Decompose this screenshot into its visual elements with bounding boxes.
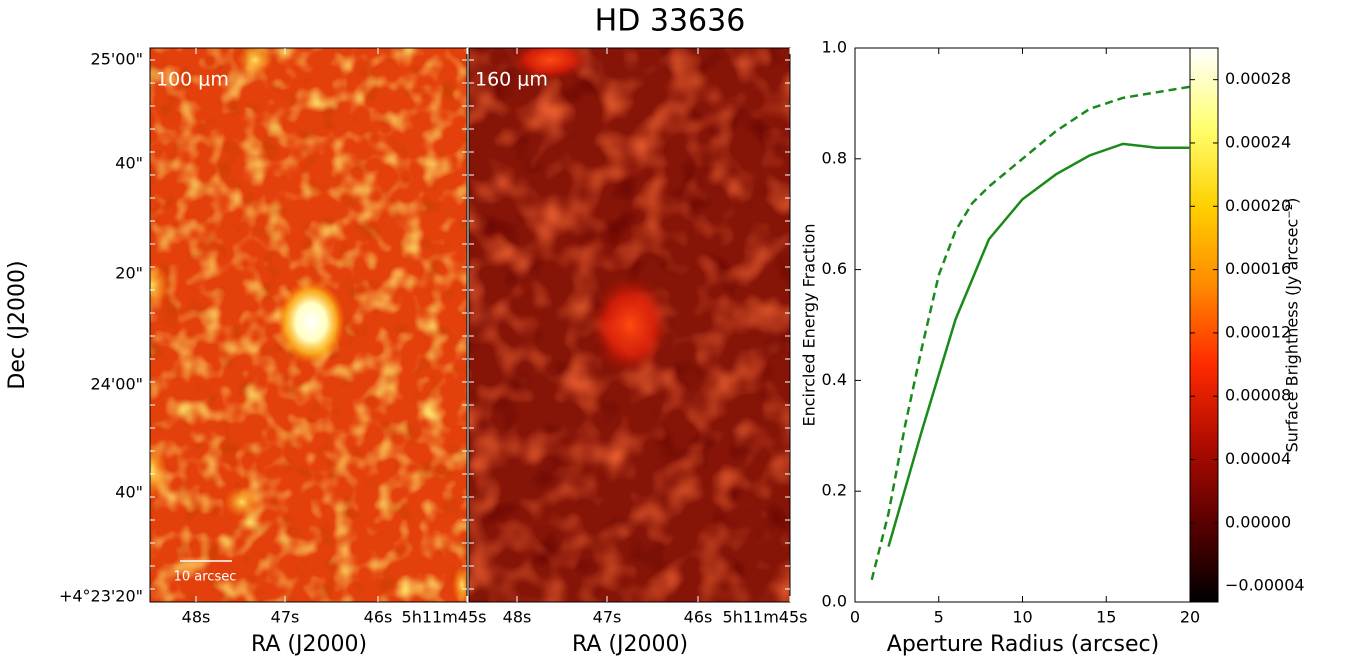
image-100	[150, 48, 467, 602]
x-tick-label: 0	[850, 608, 860, 627]
colorbar-label: Surface Brightness (Jy arcsec⁻²)	[1283, 198, 1302, 453]
colorbar-tick-label: 0.00020	[1225, 196, 1291, 215]
y-tick-label: 40"	[115, 483, 143, 502]
x-tick-label: 46s	[364, 608, 393, 627]
figure-title: HD 33636	[595, 4, 746, 39]
x-tick-label: 48s	[503, 608, 532, 627]
y-tick-label: 25'00"	[91, 50, 143, 69]
plot-frame	[854, 47, 1191, 603]
colorbar-tick-label: 0.00012	[1225, 322, 1291, 341]
x-tick-label: 46s	[684, 608, 713, 627]
colorbar	[1189, 47, 1219, 603]
colorbar-tick-label: 0.00028	[1225, 69, 1291, 88]
x-tick-label: 5	[934, 608, 944, 627]
x-axis-label: RA (J2000)	[251, 632, 367, 657]
x-tick-label: 10	[1012, 608, 1032, 627]
y-tick-label: 0.6	[822, 259, 847, 278]
scale-bar-label: 10 arcsec	[174, 570, 237, 585]
y-tick-label: 0.4	[822, 370, 847, 389]
x-tick-label: 47s	[271, 608, 300, 627]
frame	[149, 47, 468, 603]
x-tick-label: 47s	[593, 608, 622, 627]
image-160	[469, 48, 790, 602]
y-axis-label: Dec (J2000)	[5, 260, 30, 389]
y-tick-label: 0.0	[822, 592, 847, 611]
x-tick-label: 15	[1096, 608, 1116, 627]
y-tick-label: 0.8	[822, 148, 847, 167]
y-tick-label: 1.0	[822, 38, 847, 57]
image-label: 160 μm	[475, 69, 548, 91]
x-tick-label: 5h11m45s	[723, 608, 808, 627]
x-axis-label: Aperture Radius (arcsec)	[887, 632, 1159, 657]
image-label: 100 μm	[156, 69, 229, 91]
x-tick-label: 5h11m45s	[402, 608, 487, 627]
frame	[468, 47, 791, 603]
y-axis-label: Encircled Energy Fraction	[800, 223, 819, 426]
x-axis-label: RA (J2000)	[572, 632, 688, 657]
colorbar-tick-label: 0.00024	[1225, 132, 1291, 151]
y-tick-label: 24'00"	[91, 375, 143, 394]
y-tick-label: 40"	[115, 154, 143, 173]
x-tick-label: 48s	[182, 608, 211, 627]
line	[887, 142, 1190, 547]
y-tick-label: 20"	[115, 264, 143, 283]
colorbar-tick-label: 0.00004	[1225, 449, 1291, 468]
colorbar-tick-label: −0.00004	[1225, 576, 1305, 595]
colorbar-tick-label: 0.00008	[1225, 386, 1291, 405]
y-tick-label: +4°23'20"	[59, 587, 143, 606]
colorbar-tick-label: 0.00016	[1225, 259, 1291, 278]
y-tick-label: 0.2	[822, 481, 847, 500]
colorbar-tick-label: 0.00000	[1225, 512, 1291, 531]
x-tick-label: 20	[1180, 608, 1200, 627]
line	[870, 85, 1191, 581]
